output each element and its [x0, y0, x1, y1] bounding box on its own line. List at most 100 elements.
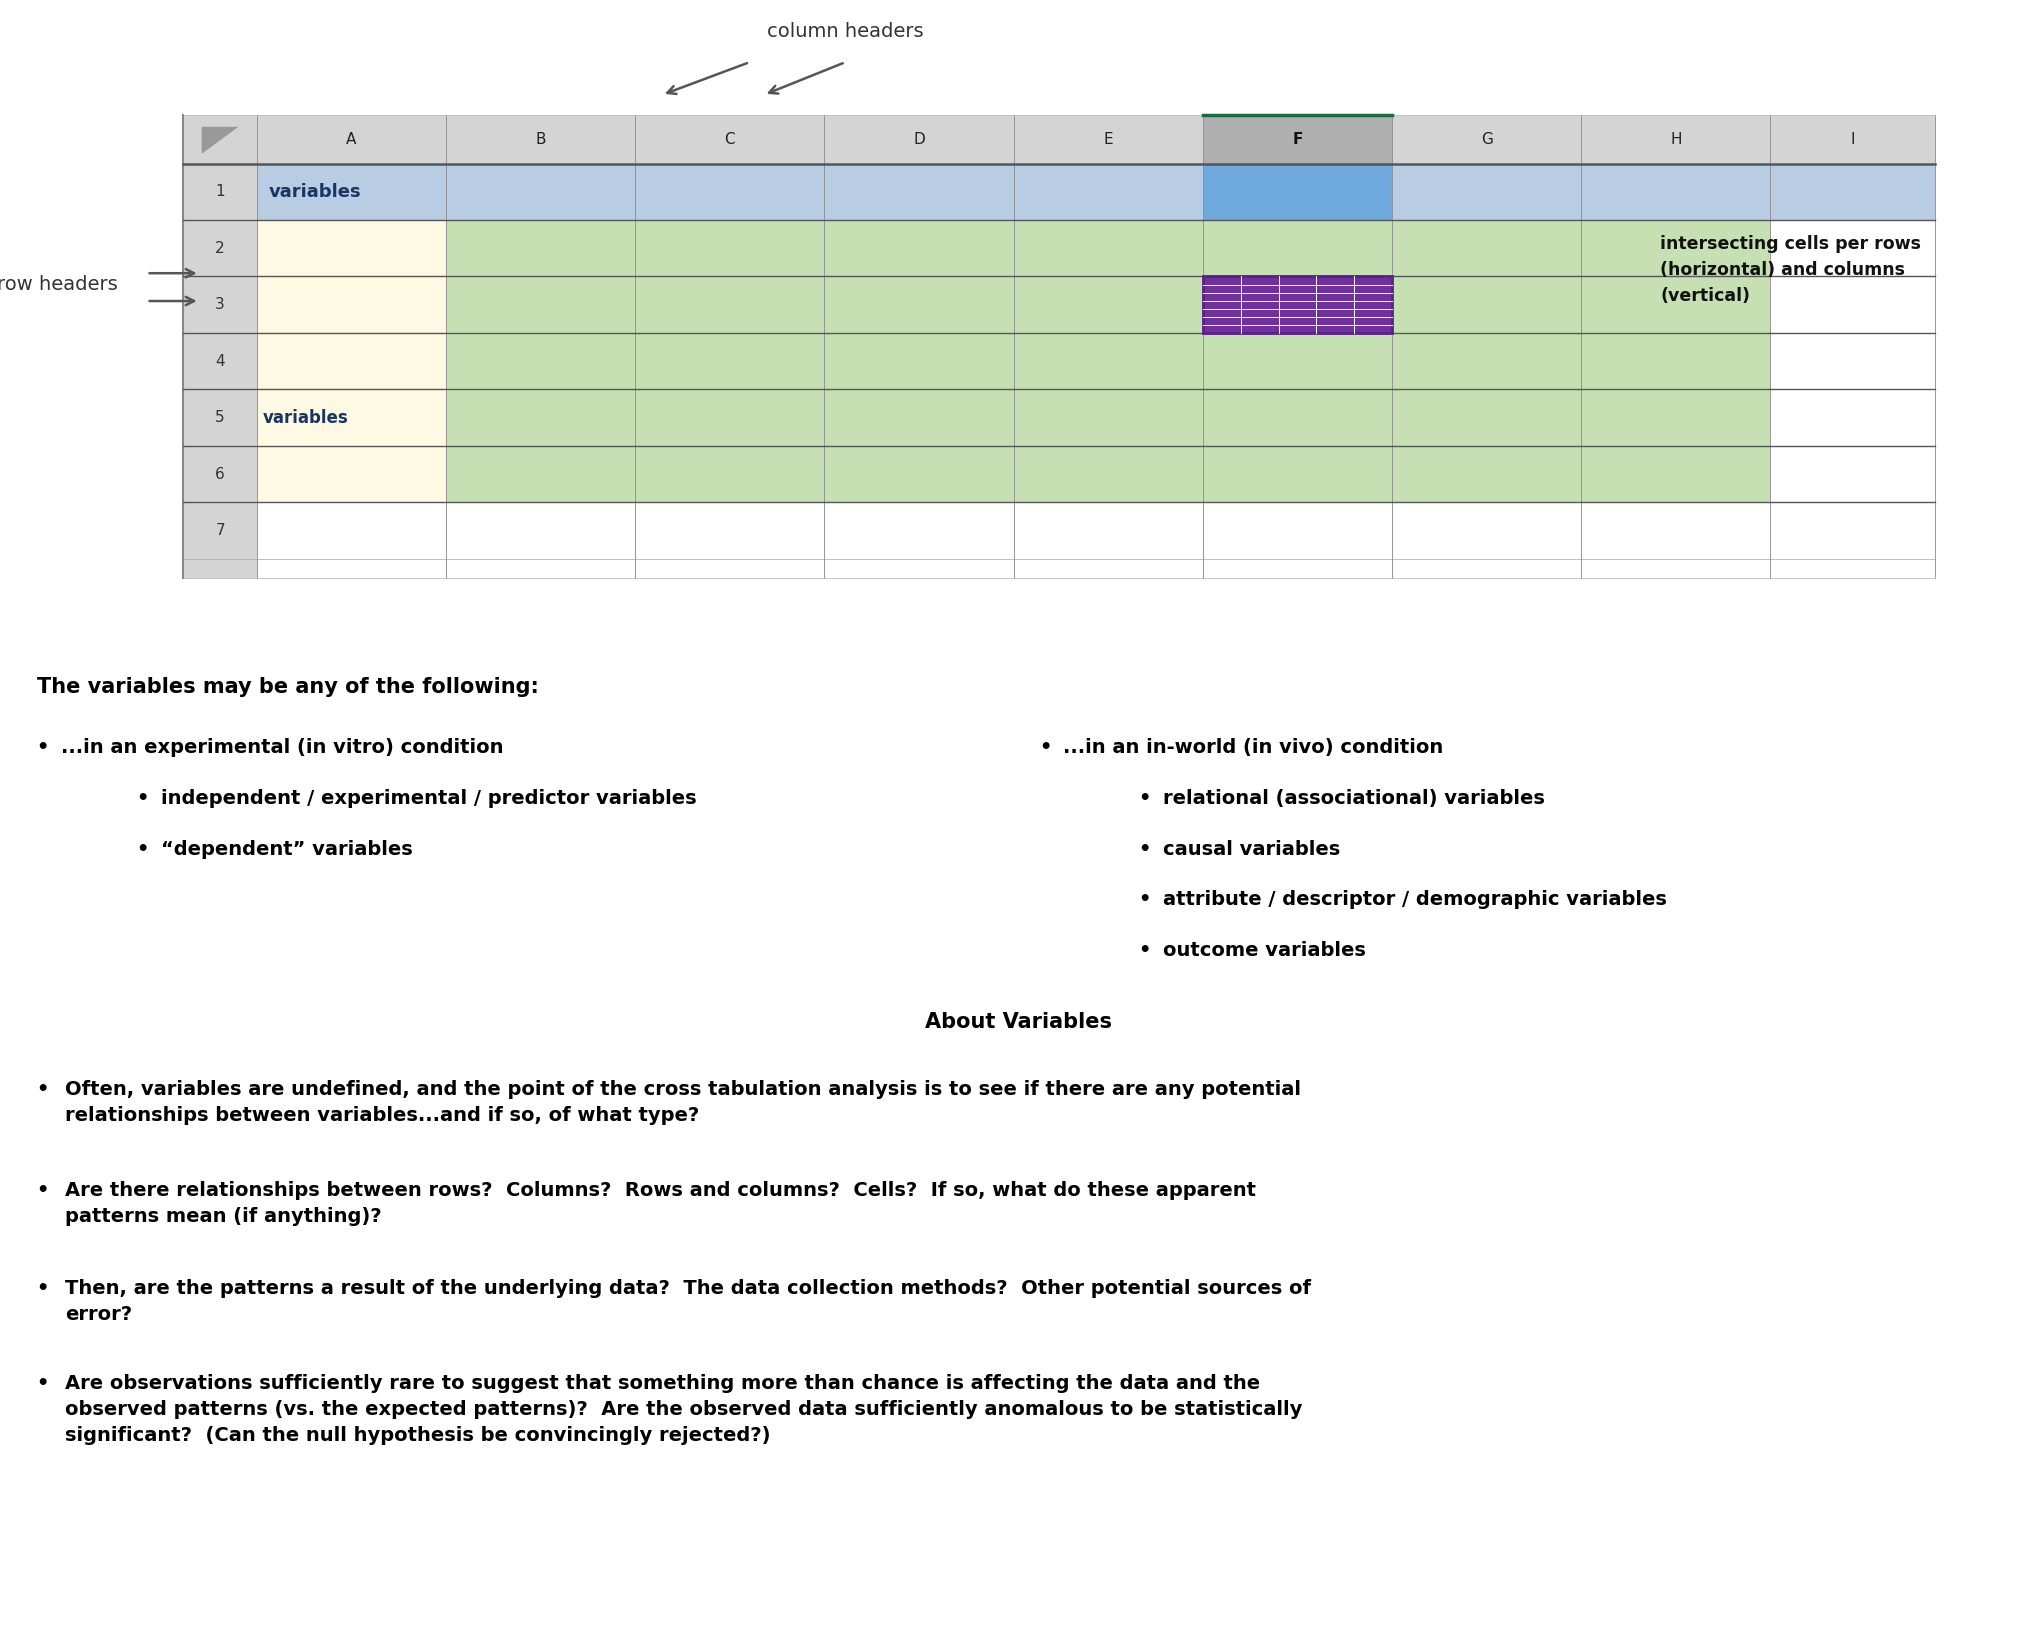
Bar — [825, 164, 1014, 219]
Text: causal variables: causal variables — [1163, 839, 1340, 859]
Text: F: F — [1291, 131, 1304, 147]
Bar — [257, 389, 446, 445]
Bar — [1204, 445, 1391, 502]
Text: 5: 5 — [216, 411, 224, 425]
Text: Often, variables are undefined, and the point of the cross tabulation analysis i: Often, variables are undefined, and the … — [65, 1080, 1302, 1124]
Bar — [825, 115, 1014, 164]
Bar — [1770, 445, 1935, 502]
Bar — [446, 276, 636, 334]
Bar — [1391, 332, 1581, 389]
Text: 1: 1 — [216, 185, 224, 200]
Bar — [636, 276, 825, 334]
Text: •: • — [136, 839, 149, 859]
Text: C: C — [725, 131, 735, 147]
Text: 7: 7 — [216, 524, 224, 538]
Bar — [446, 115, 636, 164]
Text: •: • — [37, 1374, 49, 1394]
Bar — [446, 389, 636, 445]
Bar — [1204, 276, 1391, 334]
Text: Are observations sufficiently rare to suggest that something more than chance is: Are observations sufficiently rare to su… — [65, 1374, 1302, 1445]
Text: ...in an in-world (in vivo) condition: ...in an in-world (in vivo) condition — [1063, 738, 1444, 757]
Bar — [1014, 502, 1204, 558]
Bar — [1770, 115, 1935, 164]
Bar — [1204, 502, 1391, 558]
Bar — [446, 502, 636, 558]
Text: “dependent” variables: “dependent” variables — [161, 839, 414, 859]
Bar — [1014, 164, 1204, 219]
Text: 3: 3 — [216, 298, 224, 312]
Text: •: • — [37, 738, 49, 757]
Bar — [257, 219, 446, 276]
Text: •: • — [37, 1181, 49, 1201]
Bar — [446, 219, 636, 276]
Bar — [1014, 332, 1204, 389]
Text: variables: variables — [263, 409, 348, 427]
Bar — [446, 445, 636, 502]
Text: 2: 2 — [216, 240, 224, 255]
Text: I: I — [1850, 131, 1856, 147]
Bar — [1014, 115, 1204, 164]
Bar — [1770, 332, 1935, 389]
Bar — [1391, 389, 1581, 445]
Bar — [183, 558, 257, 578]
Text: intersecting cells per rows
(horizontal) and columns
(vertical): intersecting cells per rows (horizontal)… — [1660, 236, 1921, 304]
Text: •: • — [136, 789, 149, 808]
Bar — [183, 276, 257, 334]
Bar — [1581, 502, 1770, 558]
Bar — [1014, 558, 1204, 578]
Bar — [446, 332, 636, 389]
Text: row headers: row headers — [0, 275, 118, 294]
Bar — [1770, 276, 1935, 334]
Bar — [1204, 389, 1391, 445]
Bar — [1204, 115, 1391, 164]
Bar — [1581, 164, 1770, 219]
Bar — [1770, 164, 1935, 219]
Bar — [446, 164, 636, 219]
Bar — [1391, 219, 1581, 276]
Bar — [636, 502, 825, 558]
Bar — [1391, 276, 1581, 334]
Bar — [1770, 219, 1935, 276]
Text: outcome variables: outcome variables — [1163, 941, 1367, 960]
Bar — [1391, 558, 1581, 578]
Text: G: G — [1481, 131, 1493, 147]
Bar — [183, 219, 257, 276]
Bar — [1204, 164, 1391, 219]
Bar — [257, 445, 446, 502]
Text: •: • — [1139, 890, 1151, 910]
Bar — [825, 558, 1014, 578]
Text: •: • — [1139, 941, 1151, 960]
Bar — [446, 558, 636, 578]
Bar — [183, 502, 257, 558]
Bar — [1770, 389, 1935, 445]
Text: relational (associational) variables: relational (associational) variables — [1163, 789, 1544, 808]
Bar — [183, 115, 257, 164]
Text: 6: 6 — [216, 466, 224, 481]
Bar — [1581, 219, 1770, 276]
Bar — [825, 389, 1014, 445]
Bar — [1391, 502, 1581, 558]
Text: H: H — [1670, 131, 1683, 147]
Bar — [1391, 445, 1581, 502]
Bar — [1014, 219, 1204, 276]
Bar — [257, 276, 446, 334]
Bar — [1581, 389, 1770, 445]
Bar — [636, 558, 825, 578]
Bar — [825, 276, 1014, 334]
Bar — [1581, 332, 1770, 389]
Text: Then, are the patterns a result of the underlying data?  The data collection met: Then, are the patterns a result of the u… — [65, 1279, 1312, 1324]
Bar — [636, 389, 825, 445]
Text: independent / experimental / predictor variables: independent / experimental / predictor v… — [161, 789, 697, 808]
Bar — [1204, 276, 1391, 334]
Bar — [1581, 558, 1770, 578]
Bar — [257, 332, 446, 389]
Bar — [825, 445, 1014, 502]
Bar — [257, 115, 446, 164]
Bar — [1581, 276, 1770, 334]
Text: About Variables: About Variables — [925, 1013, 1112, 1032]
Bar — [183, 389, 257, 445]
Bar — [1014, 276, 1204, 334]
Text: B: B — [536, 131, 546, 147]
Text: A: A — [346, 131, 356, 147]
Text: The variables may be any of the following:: The variables may be any of the followin… — [37, 677, 538, 697]
